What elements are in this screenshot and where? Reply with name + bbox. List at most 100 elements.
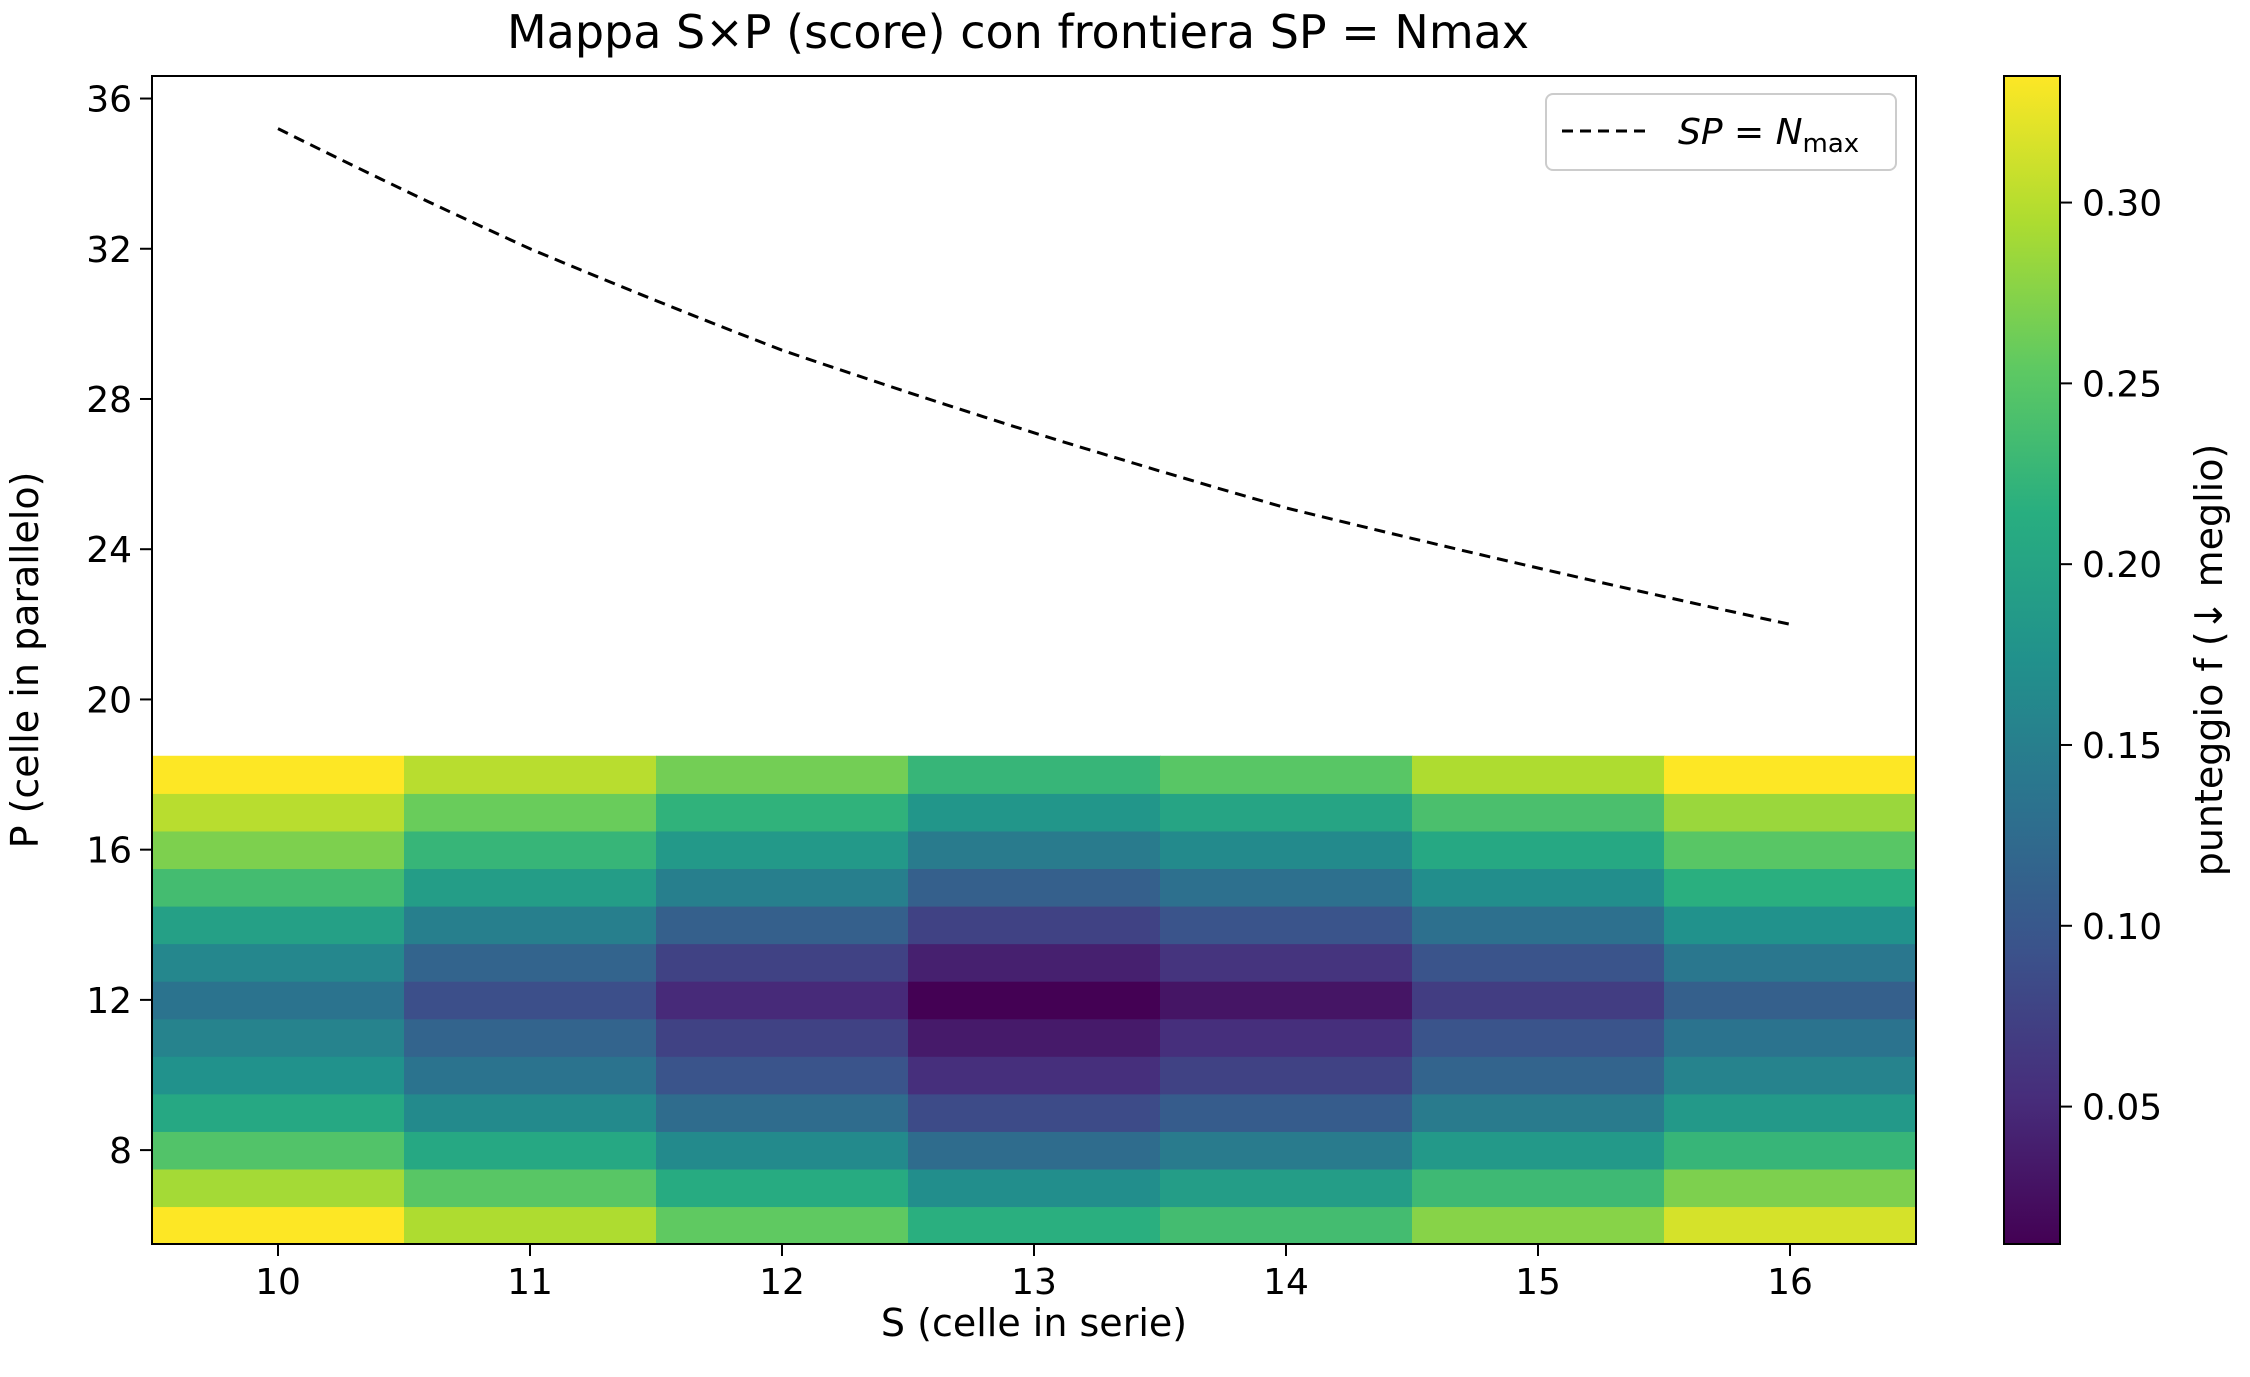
heatmap-cell bbox=[656, 830, 909, 870]
y-tick-label: 20 bbox=[86, 680, 132, 721]
heatmap-cell bbox=[1412, 1131, 1665, 1170]
colorbar-label: punteggio f (↓ meglio) bbox=[2187, 444, 2231, 877]
colorbar bbox=[2003, 75, 2061, 1245]
heatmap-cell bbox=[404, 1206, 657, 1245]
heatmap-cell bbox=[152, 830, 405, 870]
heatmap-cell bbox=[404, 830, 657, 870]
x-ticks: 10 11 12 13 14 15 16 bbox=[255, 1244, 1813, 1303]
heatmap-cell bbox=[1412, 1056, 1665, 1095]
heatmap-cell bbox=[1412, 981, 1665, 1020]
heatmap-cell bbox=[656, 1056, 909, 1095]
heatmap-cell bbox=[1664, 1056, 1917, 1095]
heatmap-cell bbox=[1160, 755, 1413, 794]
heatmap-cell bbox=[1412, 868, 1665, 907]
heatmap-cell bbox=[1160, 1056, 1413, 1095]
colorbar-tick-label: 0.30 bbox=[2082, 184, 2162, 225]
legend: SP = Nmax bbox=[1545, 93, 1897, 171]
y-tick-label: 16 bbox=[86, 831, 132, 872]
heatmap-cell bbox=[1412, 1093, 1665, 1132]
heatmap-cell bbox=[152, 943, 405, 982]
legend-box bbox=[1545, 93, 1897, 171]
heatmap-cell bbox=[1664, 905, 1917, 945]
heatmap-cell bbox=[908, 1131, 1161, 1170]
heatmap-cell bbox=[404, 1056, 657, 1095]
heatmap-cell bbox=[656, 755, 909, 794]
heatmap-cell bbox=[1664, 943, 1917, 982]
heatmap-cell bbox=[656, 1018, 909, 1057]
heatmap-cell bbox=[1160, 1018, 1413, 1057]
heatmap-cell bbox=[404, 1018, 657, 1057]
heatmap-cell bbox=[1664, 830, 1917, 870]
y-tick-label: 36 bbox=[86, 80, 132, 121]
heatmap-cell bbox=[1664, 981, 1917, 1020]
heatmap-cell bbox=[1160, 1206, 1413, 1245]
heatmap-cell bbox=[656, 1206, 909, 1245]
heatmap-cell bbox=[908, 868, 1161, 907]
chart-title: Mappa S×P (score) con frontiera SP = Nma… bbox=[507, 5, 1529, 59]
heatmap-cell bbox=[404, 1168, 657, 1208]
colorbar-tick-label: 0.25 bbox=[2082, 364, 2162, 405]
heatmap-cell bbox=[152, 1056, 405, 1095]
heatmap-cell bbox=[404, 793, 657, 832]
heatmap-cell bbox=[908, 1206, 1161, 1245]
heatmap-cell bbox=[1664, 1093, 1917, 1132]
heatmap-cell bbox=[908, 830, 1161, 870]
x-tick-label: 10 bbox=[255, 1262, 301, 1303]
heatmap-cell bbox=[152, 905, 405, 945]
y-tick-label: 24 bbox=[86, 530, 132, 571]
heatmap-cell bbox=[1160, 1168, 1413, 1208]
heatmap-cell bbox=[1412, 1206, 1665, 1245]
heatmap-cell bbox=[1412, 793, 1665, 832]
heatmap-cell bbox=[908, 1168, 1161, 1208]
heatmap-cell bbox=[1160, 793, 1413, 832]
heatmap-cell bbox=[1664, 793, 1917, 832]
heatmap-cell bbox=[656, 943, 909, 982]
heatmap-cell bbox=[152, 1168, 405, 1208]
heatmap-cell bbox=[1412, 830, 1665, 870]
heatmap-cell bbox=[1664, 1018, 1917, 1057]
heatmap-cell bbox=[656, 905, 909, 945]
heatmap-cell bbox=[1160, 943, 1413, 982]
heatmap-cell bbox=[1160, 981, 1413, 1020]
heatmap-cell bbox=[1412, 755, 1665, 794]
heatmap-cell bbox=[908, 1093, 1161, 1132]
y-axis-label: P (celle in parallelo) bbox=[3, 472, 47, 849]
heatmap-cell bbox=[404, 868, 657, 907]
x-tick-label: 11 bbox=[507, 1262, 553, 1303]
heatmap-cell bbox=[404, 981, 657, 1020]
heatmap-cell bbox=[908, 943, 1161, 982]
legend-label-main: SP = N bbox=[1678, 112, 1803, 153]
heatmap-cell bbox=[656, 793, 909, 832]
y-tick-label: 28 bbox=[86, 380, 132, 421]
colorbar-tick-label: 0.15 bbox=[2082, 726, 2162, 767]
heatmap-cell bbox=[404, 755, 657, 794]
heatmap-cell bbox=[1160, 1093, 1413, 1132]
x-tick-label: 15 bbox=[1515, 1262, 1561, 1303]
heatmap-cell bbox=[908, 905, 1161, 945]
heatmap-cell bbox=[656, 1131, 909, 1170]
heatmap-cell bbox=[1412, 943, 1665, 982]
heatmap-cell bbox=[152, 793, 405, 832]
frontier-line bbox=[277, 127, 1791, 626]
heatmap-cell bbox=[152, 755, 405, 794]
x-tick-label: 14 bbox=[1263, 1262, 1309, 1303]
heatmap-cell bbox=[1664, 1168, 1917, 1208]
heatmap-cell bbox=[1664, 868, 1917, 907]
heatmap-cell bbox=[1160, 1131, 1413, 1170]
heatmap-cell bbox=[404, 1131, 657, 1170]
colorbar-tick-label: 0.10 bbox=[2082, 907, 2162, 948]
x-axis-label: S (celle in serie) bbox=[881, 1301, 1187, 1345]
x-tick-label: 13 bbox=[1011, 1262, 1057, 1303]
heatmap-cell bbox=[656, 981, 909, 1020]
heatmap-cell bbox=[152, 981, 405, 1020]
heatmap-cell bbox=[1160, 830, 1413, 870]
heatmap-cell bbox=[908, 793, 1161, 832]
colorbar-ticks: 0.05 0.10 0.15 0.20 0.25 0.30 bbox=[2060, 184, 2162, 1129]
heatmap-cell bbox=[152, 1018, 405, 1057]
heatmap-cell bbox=[908, 1056, 1161, 1095]
heatmap-cell bbox=[1412, 1018, 1665, 1057]
heatmap-cell bbox=[908, 981, 1161, 1020]
heatmap-cell bbox=[908, 1018, 1161, 1057]
heatmap-cell bbox=[1664, 1131, 1917, 1170]
